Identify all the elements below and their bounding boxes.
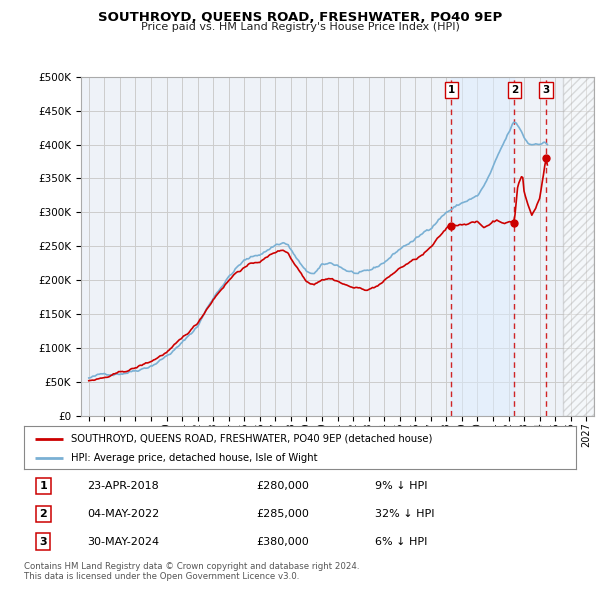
Text: 9% ↓ HPI: 9% ↓ HPI — [374, 481, 427, 491]
Text: 3: 3 — [542, 86, 550, 95]
Text: £380,000: £380,000 — [256, 537, 308, 547]
Text: £280,000: £280,000 — [256, 481, 309, 491]
Text: HPI: Average price, detached house, Isle of Wight: HPI: Average price, detached house, Isle… — [71, 453, 317, 463]
Text: £285,000: £285,000 — [256, 509, 309, 519]
Text: 1: 1 — [40, 481, 47, 491]
Text: 30-MAY-2024: 30-MAY-2024 — [88, 537, 160, 547]
Text: 3: 3 — [40, 537, 47, 547]
Text: 1: 1 — [448, 86, 455, 95]
Bar — [563, 77, 594, 416]
Text: 23-APR-2018: 23-APR-2018 — [88, 481, 159, 491]
Bar — [563, 77, 594, 416]
Text: Contains HM Land Registry data © Crown copyright and database right 2024.: Contains HM Land Registry data © Crown c… — [24, 562, 359, 571]
Text: 6% ↓ HPI: 6% ↓ HPI — [374, 537, 427, 547]
Text: SOUTHROYD, QUEENS ROAD, FRESHWATER, PO40 9EP: SOUTHROYD, QUEENS ROAD, FRESHWATER, PO40… — [98, 11, 502, 24]
Text: 2: 2 — [40, 509, 47, 519]
Text: SOUTHROYD, QUEENS ROAD, FRESHWATER, PO40 9EP (detached house): SOUTHROYD, QUEENS ROAD, FRESHWATER, PO40… — [71, 434, 432, 444]
Text: 32% ↓ HPI: 32% ↓ HPI — [374, 509, 434, 519]
Text: This data is licensed under the Open Government Licence v3.0.: This data is licensed under the Open Gov… — [24, 572, 299, 581]
Bar — [451, 77, 514, 416]
Text: Price paid vs. HM Land Registry's House Price Index (HPI): Price paid vs. HM Land Registry's House … — [140, 22, 460, 32]
Text: 04-MAY-2022: 04-MAY-2022 — [88, 509, 160, 519]
Text: 2: 2 — [511, 86, 518, 95]
